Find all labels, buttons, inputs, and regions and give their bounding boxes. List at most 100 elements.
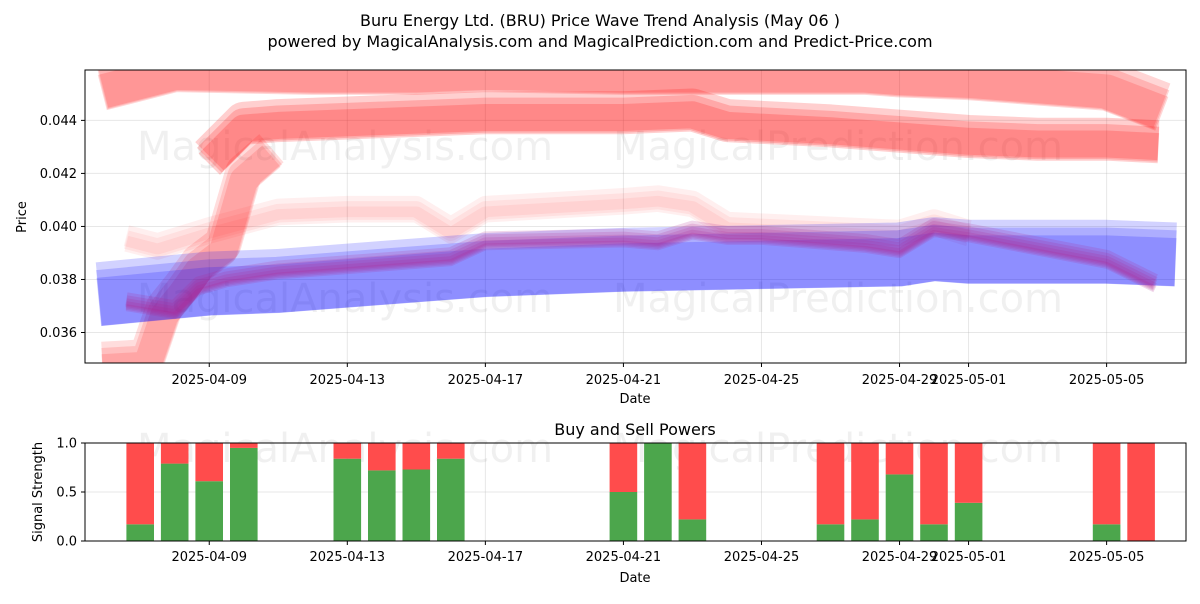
series-price-wave [125,230,1157,320]
sell-bar [230,443,258,448]
series-outer-red-upper-band [97,70,1170,130]
series-red-spike-curve [101,134,284,363]
power-x-axis-label: Date [619,571,650,586]
buy-bar [609,492,638,541]
buy-bar [1092,524,1121,541]
price-panel: MagicalAnalysis.com MagicalPrediction.co… [15,69,1187,407]
price-x-tick-label: 2025-04-25 [724,373,800,388]
series-pink-upper-band [124,190,972,258]
sell-bar [920,443,948,525]
price-x-tick-label: 2025-04-13 [310,373,386,388]
sell-bar [1092,443,1121,525]
buy-bar [160,463,189,541]
buy-bar [851,519,879,541]
price-y-tick-label: 0.042 [40,167,77,182]
price-x-tick-label: 2025-05-05 [1069,373,1145,388]
sell-bar [678,443,707,520]
power-title: Buy and Sell Powers [554,420,716,439]
buy-bar [920,524,948,541]
price-y-tick-label: 0.038 [40,273,77,288]
series-pink-upper-band [124,195,971,260]
sell-bar [609,443,638,492]
series-pink-upper-band [123,185,972,255]
power-y-tick-label: 0.5 [56,486,77,501]
buy-bar [195,481,223,541]
price-x-axis-label: Date [619,392,650,407]
price-series-layer [95,70,1177,363]
buy-bar [644,443,672,541]
sell-bar [1127,443,1155,541]
power-x-tick-label: 2025-04-25 [724,550,800,565]
sell-bar [402,443,431,470]
price-y-axis: 0.036 0.038 0.040 0.042 0.044 [40,114,85,341]
series-red-spike-curve [101,145,281,363]
series-inner-red-upper-band [195,88,1160,171]
series-red-spike-curve [101,139,283,363]
power-panel: Buy and Sell Powers MagicalAnalysis.com … [31,420,1187,586]
price-y-tick-label: 0.040 [40,220,77,235]
chart-subtitle: powered by MagicalAnalysis.com and Magic… [267,32,932,51]
sell-bar [126,443,154,525]
price-x-tick-label: 2025-04-21 [586,373,662,388]
watermark-prediction: MagicalPrediction.com [613,124,1063,170]
power-y-axis: 0.0 0.5 1.0 [56,437,85,550]
buy-bar [402,469,431,541]
power-x-tick-label: 2025-04-17 [448,550,524,565]
power-x-tick-label: 2025-04-21 [586,550,662,565]
power-y-tick-label: 1.0 [56,437,77,452]
power-x-tick-label: 2025-04-09 [171,550,247,565]
price-x-tick-label: 2025-04-09 [171,373,247,388]
series-outer-red-upper-band [97,70,1169,131]
power-x-axis: 2025-04-09 2025-04-13 2025-04-17 2025-04-21… [171,541,1144,565]
sell-bar [816,443,845,525]
series-inner-red-upper-band [198,101,1160,175]
watermark-analysis: MagicalAnalysis.com [137,276,553,322]
power-y-tick-label: 0.0 [56,535,77,550]
price-axes-frame [84,69,1187,364]
price-y-tick-label: 0.036 [40,326,77,341]
price-y-tick-label: 0.044 [40,114,77,129]
watermark-prediction: MagicalPrediction.com [613,276,1063,322]
buy-bar [678,519,707,541]
sell-bar [368,443,396,471]
buy-bar [230,447,258,541]
series-price-wave [125,221,1158,315]
price-grid [85,70,1186,363]
series-outer-red-upper-band [98,70,1171,129]
power-x-tick-label: 2025-05-05 [1069,550,1145,565]
series-price-wave [125,224,1158,317]
price-watermarks: MagicalAnalysis.com MagicalPrediction.co… [137,124,1063,322]
buy-bar [126,524,154,541]
series-blue-band [96,225,1177,326]
buy-bar [368,470,396,541]
sell-bar [195,443,223,482]
power-x-tick-label: 2025-04-13 [310,550,386,565]
price-x-tick-label: 2025-04-17 [448,373,524,388]
buy-bar [816,524,845,541]
buy-bar [333,458,362,541]
sell-bar [333,443,362,459]
power-x-tick-label: 2025-05-01 [931,550,1007,565]
price-y-axis-label: Price [15,201,30,233]
buy-bar [437,458,465,541]
watermark-analysis: MagicalAnalysis.com [137,124,553,170]
sell-bar [160,443,189,464]
series-blue-band [96,232,1177,327]
chart-title: Buru Energy Ltd. (BRU) Price Wave Trend … [360,11,840,30]
price-x-tick-label: 2025-04-29 [862,373,938,388]
buy-bar [885,474,914,541]
sell-bar [885,443,914,475]
power-y-axis-label: Signal Strength [31,442,46,542]
series-inner-red-upper-band [196,94,1160,173]
sell-bar [437,443,465,459]
power-bars [126,443,1155,541]
sell-bar [851,443,879,520]
series-price-wave [125,218,1158,314]
sell-bar [954,443,983,503]
power-x-tick-label: 2025-04-29 [862,550,938,565]
series-blue-band [95,217,1177,326]
price-x-tick-label: 2025-05-01 [931,373,1007,388]
price-x-axis: 2025-04-09 2025-04-13 2025-04-17 2025-04-21… [171,363,1144,388]
